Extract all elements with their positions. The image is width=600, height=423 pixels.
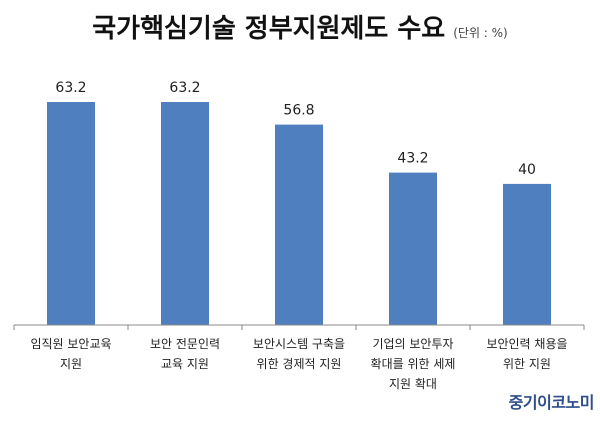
x-tick-label: 임직원 보안교육	[30, 337, 111, 351]
x-tick-label: 확대를 위한 세제	[371, 357, 456, 371]
data-label: 56.8	[283, 103, 314, 119]
title-block: 국가핵심기술 정부지원제도 수요 (단위 : %)	[0, 8, 600, 45]
x-tick-label: 교육 지원	[161, 357, 209, 371]
x-tick-label: 위한 지원	[503, 357, 551, 371]
bar	[47, 102, 95, 325]
x-tick-label: 보안 전문인력	[150, 337, 220, 351]
bar	[503, 183, 551, 325]
data-label: 63.2	[55, 80, 86, 96]
unit-label: (단위 : %)	[453, 26, 508, 40]
x-tick-label: 보안시스템 구축을	[253, 337, 345, 351]
x-tick-label: 지원	[60, 357, 82, 371]
x-tick-label: 보안인력 채용을	[486, 337, 567, 351]
page-title: 국가핵심기술 정부지원제도 수요	[92, 14, 446, 44]
brand-logo: 중기이코노미	[508, 393, 595, 412]
x-tick-label: 지원 확대	[389, 377, 437, 391]
x-tick-label: 기업의 보안투자	[372, 337, 453, 351]
x-tick-label: 위한 경제적 지원	[257, 357, 342, 371]
bar	[389, 172, 437, 325]
bar	[275, 124, 323, 325]
bar	[161, 102, 209, 325]
data-label: 40	[518, 162, 536, 178]
data-label: 43.2	[397, 151, 428, 167]
data-label: 63.2	[169, 80, 200, 96]
